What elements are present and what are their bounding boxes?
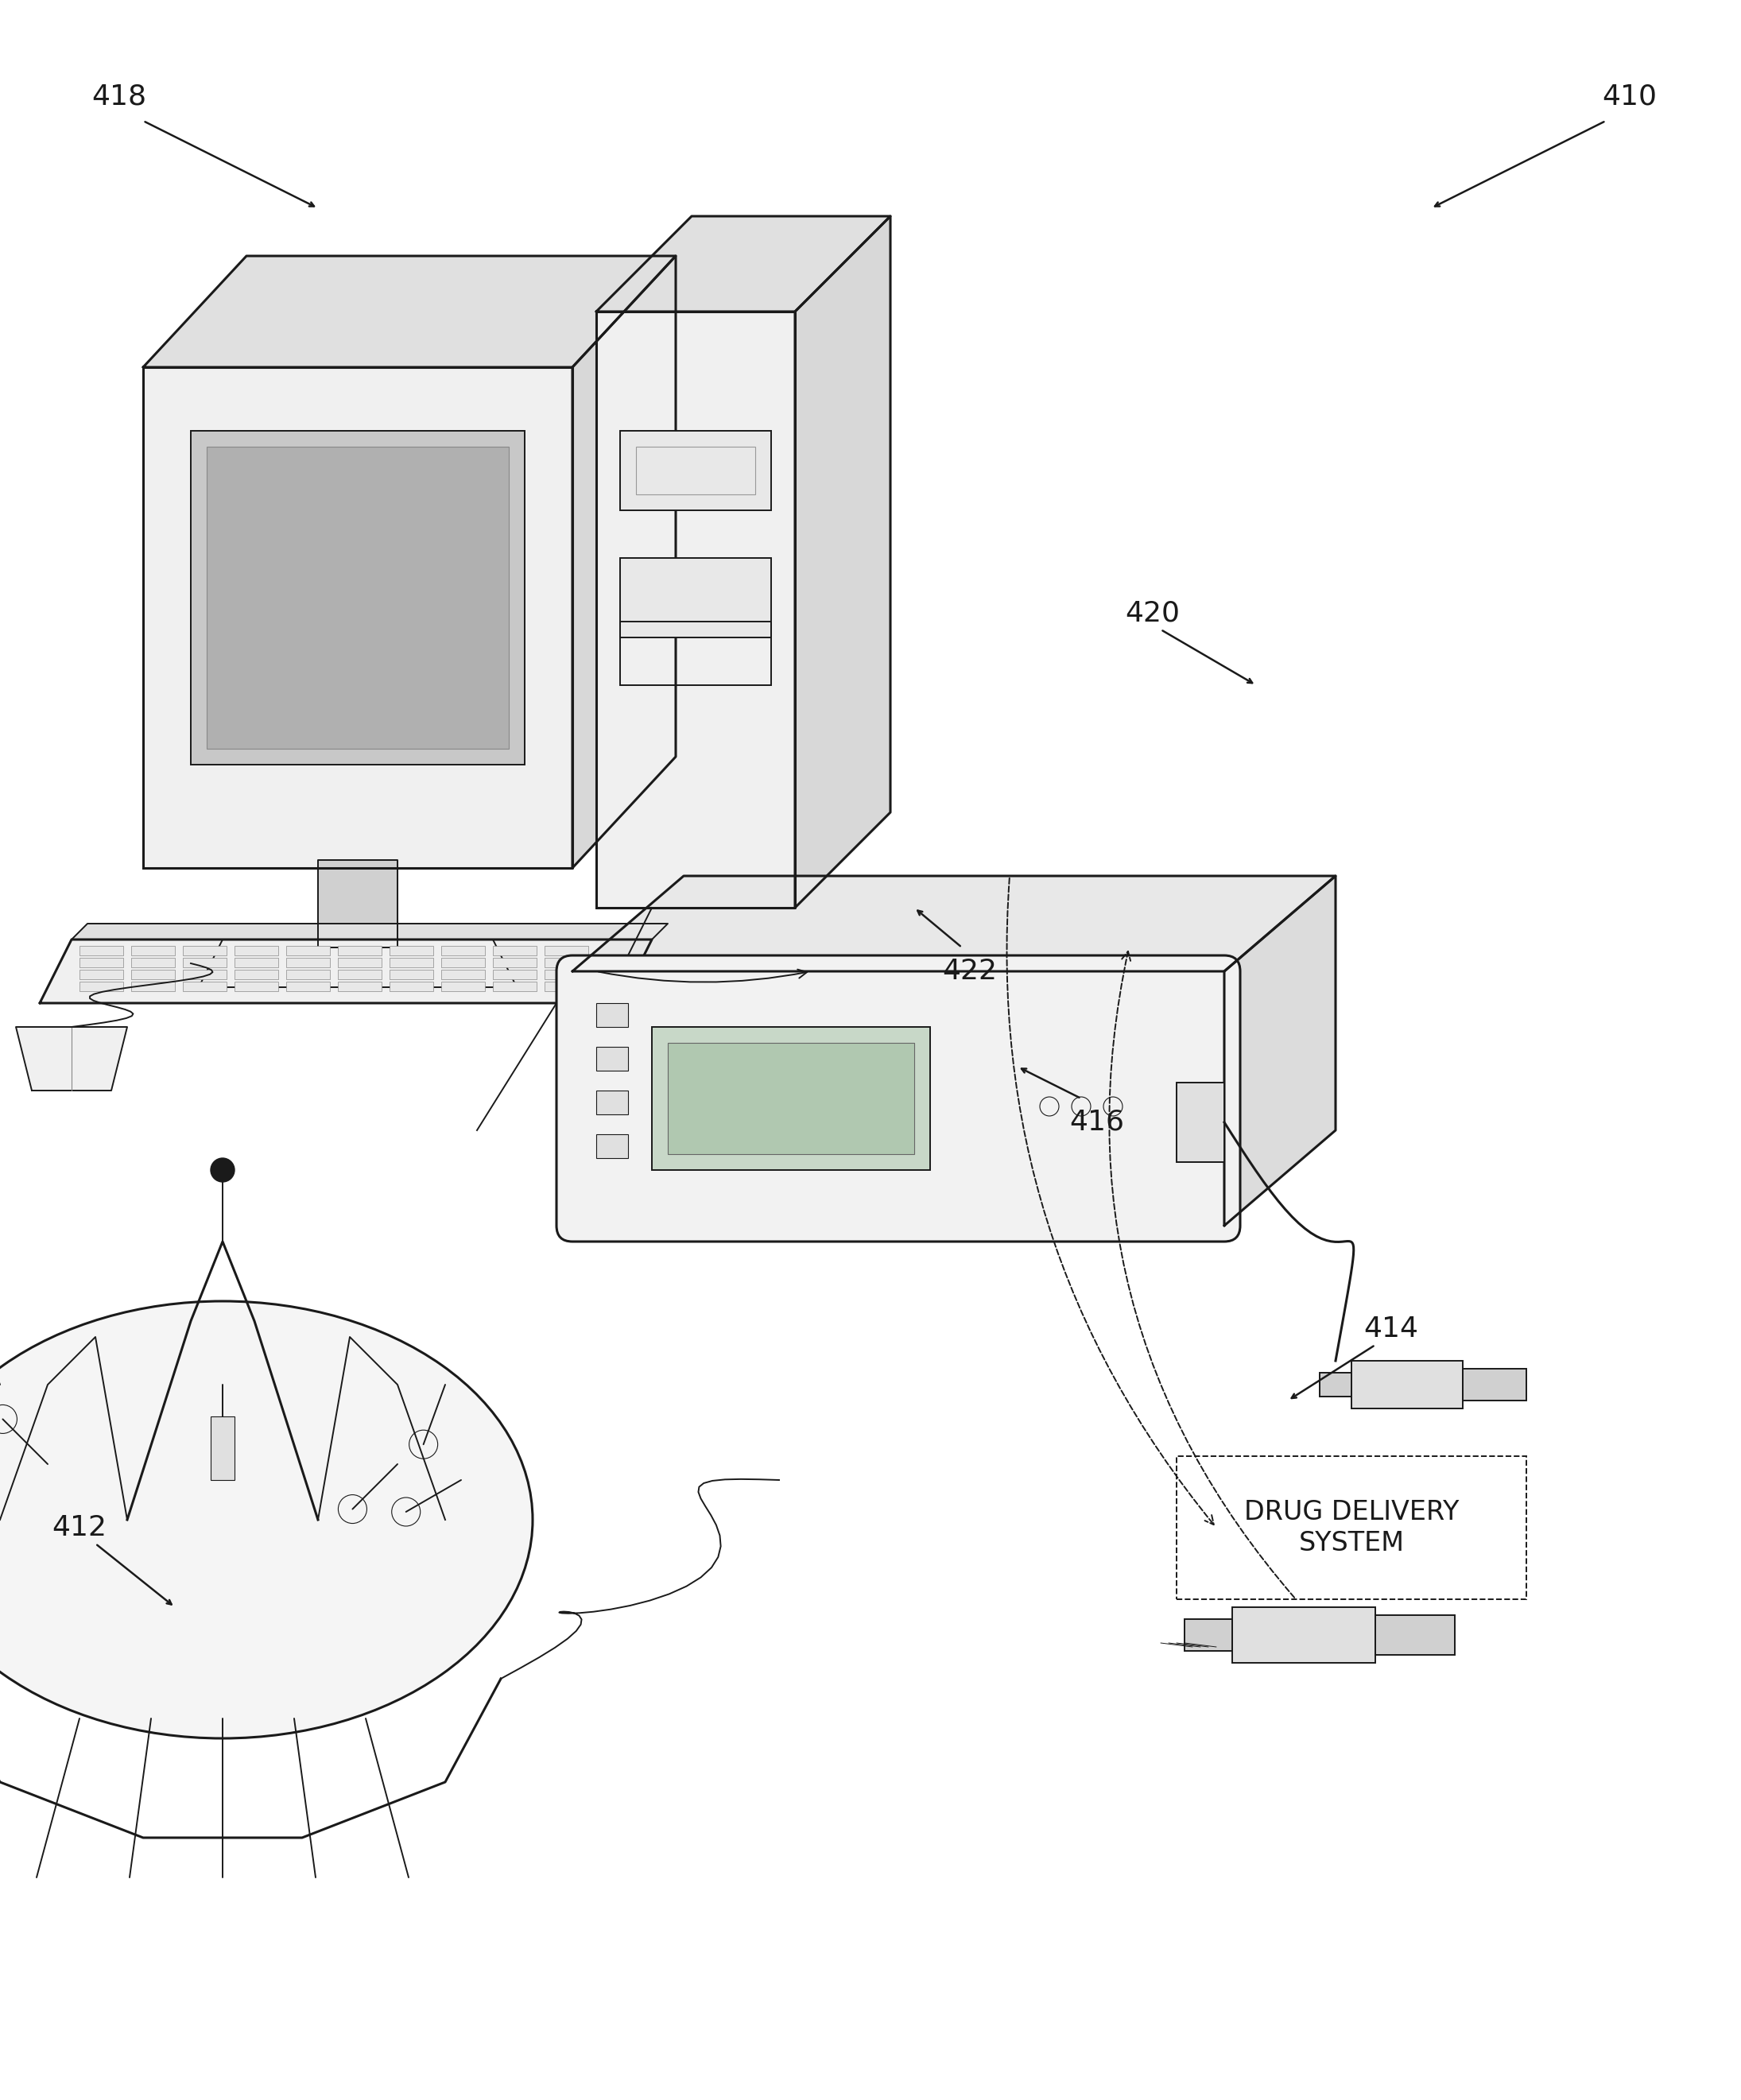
Bar [620,559,771,638]
Bar [669,1044,914,1155]
Bar [235,970,279,979]
Bar [1351,1361,1462,1409]
Bar [80,945,124,956]
Text: 418: 418 [92,84,146,111]
Bar [131,981,174,991]
Bar [493,981,536,991]
FancyArrowPatch shape [1109,951,1294,1598]
FancyArrowPatch shape [1006,878,1213,1525]
Bar [183,970,226,979]
Bar [595,1134,629,1157]
Bar [286,970,329,979]
Polygon shape [573,256,676,867]
Polygon shape [796,216,890,907]
Circle shape [211,1157,235,1182]
Bar [183,981,226,991]
Text: DRUG DELIVERY
SYSTEM: DRUG DELIVERY SYSTEM [1245,1499,1459,1556]
Polygon shape [143,368,573,867]
Bar [545,945,588,956]
Bar [338,970,381,979]
Bar [440,970,486,979]
Bar [131,970,174,979]
Text: 412: 412 [52,1514,106,1541]
Bar [192,430,524,764]
Bar [545,958,588,968]
Bar [1320,1373,1351,1397]
Bar [440,945,486,956]
Bar [390,958,434,968]
Bar [131,958,174,968]
Bar [1462,1369,1527,1401]
Bar [1177,1455,1527,1600]
FancyArrowPatch shape [599,970,808,983]
Bar [545,981,588,991]
Bar [620,622,771,685]
Bar [286,945,329,956]
Polygon shape [40,939,651,1004]
Bar [440,958,486,968]
Bar [635,447,756,494]
Bar [651,1027,930,1170]
Bar [493,945,536,956]
Bar [286,981,329,991]
Text: 410: 410 [1602,84,1657,111]
Polygon shape [143,256,676,368]
Bar [595,1046,629,1071]
Bar [338,945,381,956]
Polygon shape [319,861,397,947]
Bar [131,945,174,956]
Bar [80,970,124,979]
Bar [235,945,279,956]
Bar [207,447,508,750]
Bar [211,1415,235,1480]
Bar [338,958,381,968]
Polygon shape [71,924,669,939]
Bar [235,958,279,968]
FancyBboxPatch shape [557,956,1240,1241]
Bar [80,958,124,968]
Bar [595,1004,629,1027]
Text: 422: 422 [942,958,998,985]
Bar [183,945,226,956]
Bar [595,1090,629,1115]
Bar [1184,1619,1233,1651]
Polygon shape [595,216,890,311]
Bar [390,970,434,979]
Text: 414: 414 [1363,1315,1419,1342]
Bar [286,958,329,968]
Bar [80,981,124,991]
Ellipse shape [0,1302,533,1739]
Polygon shape [16,1027,127,1090]
Polygon shape [573,876,1335,972]
Polygon shape [198,939,517,987]
Polygon shape [1224,876,1335,1226]
Text: 420: 420 [1125,601,1180,628]
Bar [545,970,588,979]
Bar [1177,1084,1224,1161]
Bar [338,981,381,991]
Bar [620,430,771,510]
Bar [390,981,434,991]
Bar [390,945,434,956]
Text: 416: 416 [1069,1109,1125,1136]
Bar [1375,1615,1455,1655]
Bar [493,970,536,979]
Bar [440,981,486,991]
Bar [235,981,279,991]
Bar [493,958,536,968]
Polygon shape [595,311,796,907]
Bar [1233,1606,1375,1663]
Bar [183,958,226,968]
